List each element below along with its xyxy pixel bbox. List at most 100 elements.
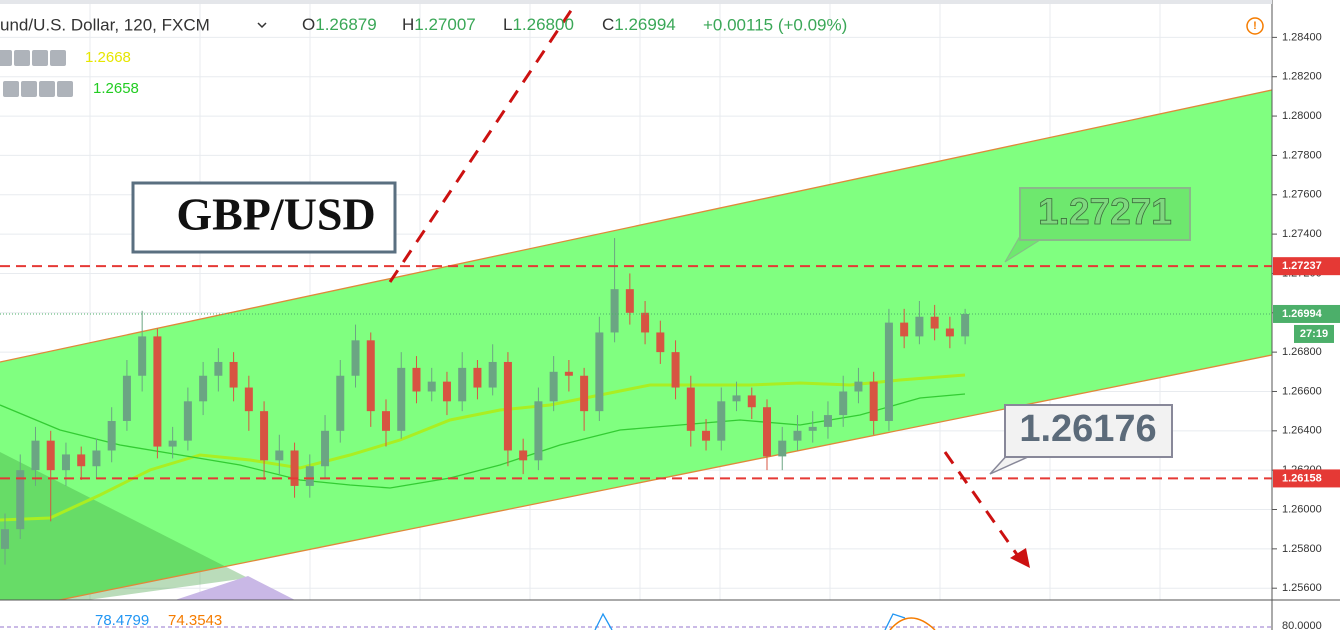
arrow — [388, 0, 580, 283]
candle-body — [321, 430, 330, 467]
chart-title: GBP/USD — [176, 189, 375, 240]
candle-body — [671, 352, 680, 388]
candle-body — [961, 313, 970, 337]
candle-body — [717, 401, 726, 441]
candle-body — [488, 361, 497, 388]
alert-icon-mark: ! — [1253, 20, 1257, 32]
candle-body — [686, 387, 695, 431]
level-badge — [1273, 257, 1340, 276]
indicator-icon[interactable] — [14, 50, 30, 66]
candle-body — [549, 371, 558, 402]
symbol: und/U.S. Dollar, 120, FXCM — [0, 15, 210, 34]
y-tick-label: 1.25800 — [1282, 543, 1322, 555]
quote: O1.26879 — [302, 15, 377, 34]
candle-body — [1, 529, 9, 549]
shaded-triangle — [175, 576, 295, 600]
candle-body — [46, 440, 55, 471]
candle-body — [275, 450, 284, 461]
y-tick-label: 1.25600 — [1282, 582, 1322, 594]
dropdown-icon[interactable] — [257, 22, 267, 29]
moving-average — [0, 393, 966, 489]
candle-body — [382, 411, 390, 431]
callout — [1004, 404, 1173, 458]
y-tick-label: 1.26600 — [1282, 385, 1322, 397]
channel-border — [56, 354, 1272, 600]
candle-body — [900, 322, 909, 337]
candle-body — [244, 387, 253, 412]
candle-body — [732, 395, 741, 402]
oscillator-panel — [0, 601, 1271, 630]
callout-text: 1.26176 — [1019, 408, 1156, 450]
candle-body — [884, 322, 893, 421]
candles — [1, 238, 970, 565]
candle-body — [107, 420, 116, 451]
y-tick-label: 1.28200 — [1282, 71, 1322, 83]
moving-average — [0, 373, 966, 522]
candle-body — [183, 401, 192, 441]
oscillator-line — [594, 612, 906, 630]
candle-body — [641, 312, 650, 333]
candle-body — [214, 361, 223, 376]
quote-value: 1.27007 — [414, 15, 475, 34]
quote-value: 1.26879 — [315, 15, 376, 34]
candle-body — [305, 466, 314, 486]
level-badge-label: 1.27237 — [1282, 260, 1322, 272]
levels — [0, 265, 1272, 480]
indicator-icon[interactable] — [0, 50, 12, 66]
candle-body — [595, 332, 604, 412]
candle-body — [458, 367, 467, 402]
quote: C1.26994 — [602, 15, 676, 34]
y-tick-label: 1.26800 — [1282, 346, 1322, 358]
quote-key: H — [402, 15, 414, 34]
oscillator-line — [889, 617, 936, 630]
title-box — [131, 181, 397, 254]
candle-body — [534, 401, 543, 461]
y-tick-label: 1.28000 — [1282, 110, 1322, 122]
indicator-value: 1.2658 — [93, 80, 139, 97]
candle-body — [61, 454, 70, 471]
indicator-icon[interactable] — [21, 81, 37, 97]
candle-body — [427, 381, 436, 392]
oscillator-value: 78.4799 — [95, 612, 149, 629]
quote: H1.27007 — [402, 15, 476, 34]
channel — [0, 90, 1272, 600]
candle-body — [168, 440, 177, 447]
quote-key: C — [602, 15, 614, 34]
candle-body — [473, 367, 482, 388]
indicator-icon[interactable] — [57, 81, 73, 97]
candle-body — [138, 336, 147, 376]
candle-body — [763, 407, 771, 457]
candle-body — [31, 440, 40, 471]
candle-body — [351, 340, 360, 376]
indicator-icon[interactable] — [50, 50, 66, 66]
candle-body — [580, 375, 589, 412]
oscillator-value: 74.3543 — [168, 612, 222, 629]
candle-body — [930, 316, 939, 329]
candle-body — [503, 361, 512, 451]
candle-body — [839, 391, 848, 416]
indicator-icon[interactable] — [32, 50, 48, 66]
candle-body — [519, 450, 528, 461]
y-tick-label: 1.27400 — [1282, 228, 1322, 240]
last-price-badge — [1273, 304, 1340, 323]
alert-icon[interactable] — [1246, 17, 1264, 35]
last-price-label: 1.26994 — [1282, 308, 1323, 320]
level-badge — [1273, 469, 1340, 488]
y-tick-label: 1.27800 — [1282, 149, 1322, 161]
candle-body — [92, 450, 101, 467]
candle-body — [77, 454, 86, 467]
indicator-icon[interactable] — [3, 81, 19, 97]
quote-value: 1.26800 — [512, 15, 573, 34]
y-tick-label: 1.26000 — [1282, 503, 1322, 515]
price-badges: 1.27237 1.26158 1.26994 27:19 — [1273, 257, 1340, 488]
shaded-triangle — [0, 452, 248, 600]
candle-body — [747, 395, 756, 408]
candle-body — [656, 332, 665, 353]
candle-body — [564, 371, 573, 376]
indicator-icon[interactable] — [39, 81, 55, 97]
candle-body — [625, 289, 634, 313]
candle-body — [199, 375, 208, 402]
candle-body — [16, 470, 25, 530]
quote-value: 1.26994 — [614, 15, 675, 34]
